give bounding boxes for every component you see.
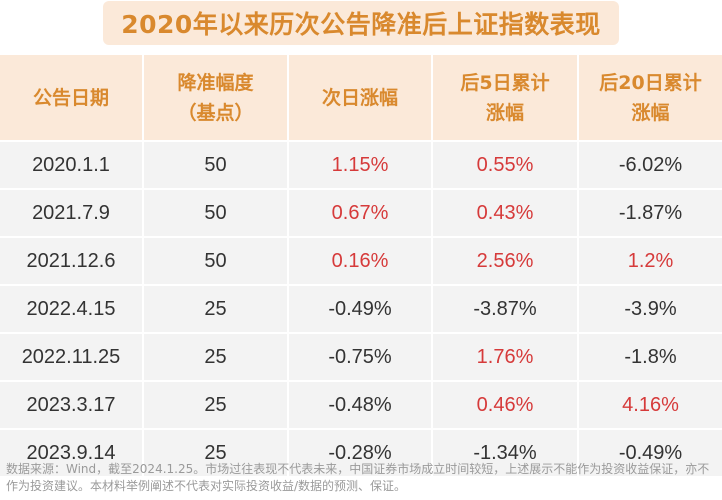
rrr-cut-cell: 50 [143, 188, 289, 237]
column-header-text: 后20日累计 [599, 71, 702, 94]
table-row: 2022.11.25 25 -0.75% 1.76% -1.8% [0, 332, 722, 381]
column-header: 后20日累计 涨幅 [578, 55, 722, 141]
title-bar: 2020年以来历次公告降准后上证指数表现 [0, 0, 722, 46]
return-cell: 0.16% [288, 236, 433, 285]
date-cell: 2022.4.15 [0, 284, 144, 333]
column-header-text: 降准幅度 [177, 71, 254, 94]
return-cell: 0.43% [432, 188, 579, 237]
table-body: 2020.1.1 50 1.15% 0.55% -6.02% 2021.7.9 50 0.67… [0, 140, 722, 476]
return-cell: 1.2% [578, 236, 722, 285]
return-cell: -6.02% [578, 140, 722, 189]
date-cell: 2020.1.1 [0, 140, 144, 189]
column-header: 降准幅度 （基点） [143, 55, 289, 141]
rrr-cut-cell: 25 [143, 284, 289, 333]
return-cell: -1.8% [578, 332, 722, 381]
column-header-text: （基点） [177, 101, 254, 124]
rrr-cut-cell: 50 [143, 140, 289, 189]
return-cell: 1.15% [288, 140, 433, 189]
return-cell: -3.87% [432, 284, 579, 333]
return-cell: -3.9% [578, 284, 722, 333]
date-cell: 2021.12.6 [0, 236, 144, 285]
table-row: 2021.12.6 50 0.16% 2.56% 1.2% [0, 236, 722, 285]
table-row: 2022.4.15 25 -0.49% -3.87% -3.9% [0, 284, 722, 333]
rrr-cut-cell: 25 [143, 332, 289, 381]
column-header-text: 涨幅 [631, 101, 670, 124]
column-header-text: 次日涨幅 [321, 86, 398, 109]
date-cell: 2023.9.14 [0, 428, 144, 476]
column-header-text: 后5日累计 [460, 71, 550, 94]
return-cell: -1.34% [432, 428, 579, 476]
return-cell: -0.28% [288, 428, 433, 476]
page-title: 2020年以来历次公告降准后上证指数表现 [103, 1, 619, 45]
column-header: 公告日期 [0, 55, 144, 141]
table-row: 2021.7.9 50 0.67% 0.43% -1.87% [0, 188, 722, 237]
data-table: 公告日期 降准幅度 （基点） 次日涨幅 后5日累计 涨幅 后20日累计 涨幅 2020.1.1… [0, 55, 722, 476]
return-cell: 0.46% [432, 380, 579, 429]
footnote: 数据来源：Wind，截至2024.1.25。市场过往表现不代表未来，中国证券市场… [6, 462, 710, 493]
column-header: 次日涨幅 [288, 55, 433, 141]
return-cell: -0.48% [288, 380, 433, 429]
rrr-cut-cell: 25 [143, 428, 289, 476]
column-header-text: 公告日期 [32, 86, 109, 109]
return-cell: 0.67% [288, 188, 433, 237]
column-header: 后5日累计涨幅 [432, 55, 579, 141]
return-cell: -0.75% [288, 332, 433, 381]
rrr-cut-cell: 50 [143, 236, 289, 285]
date-cell: 2021.7.9 [0, 188, 144, 237]
return-cell: 1.76% [432, 332, 579, 381]
return-cell: 2.56% [432, 236, 579, 285]
table-row: 2023.9.14 25 -0.28% -1.34% -0.49% [0, 428, 722, 476]
return-cell: 4.16% [578, 380, 722, 429]
return-cell: -0.49% [288, 284, 433, 333]
return-cell: -1.87% [578, 188, 722, 237]
rrr-cut-cell: 25 [143, 380, 289, 429]
table-header-row: 公告日期 降准幅度 （基点） 次日涨幅 后5日累计 涨幅 后20日累计 涨幅 [0, 55, 722, 141]
date-cell: 2022.11.25 [0, 332, 144, 381]
table-row: 2020.1.1 50 1.15% 0.55% -6.02% [0, 140, 722, 189]
date-cell: 2023.3.17 [0, 380, 144, 429]
return-cell: 0.55% [432, 140, 579, 189]
table-row: 2023.3.17 25 -0.48% 0.46% 4.16% [0, 380, 722, 429]
column-header-text: 涨幅 [485, 101, 524, 124]
return-cell: -0.49% [578, 428, 722, 476]
